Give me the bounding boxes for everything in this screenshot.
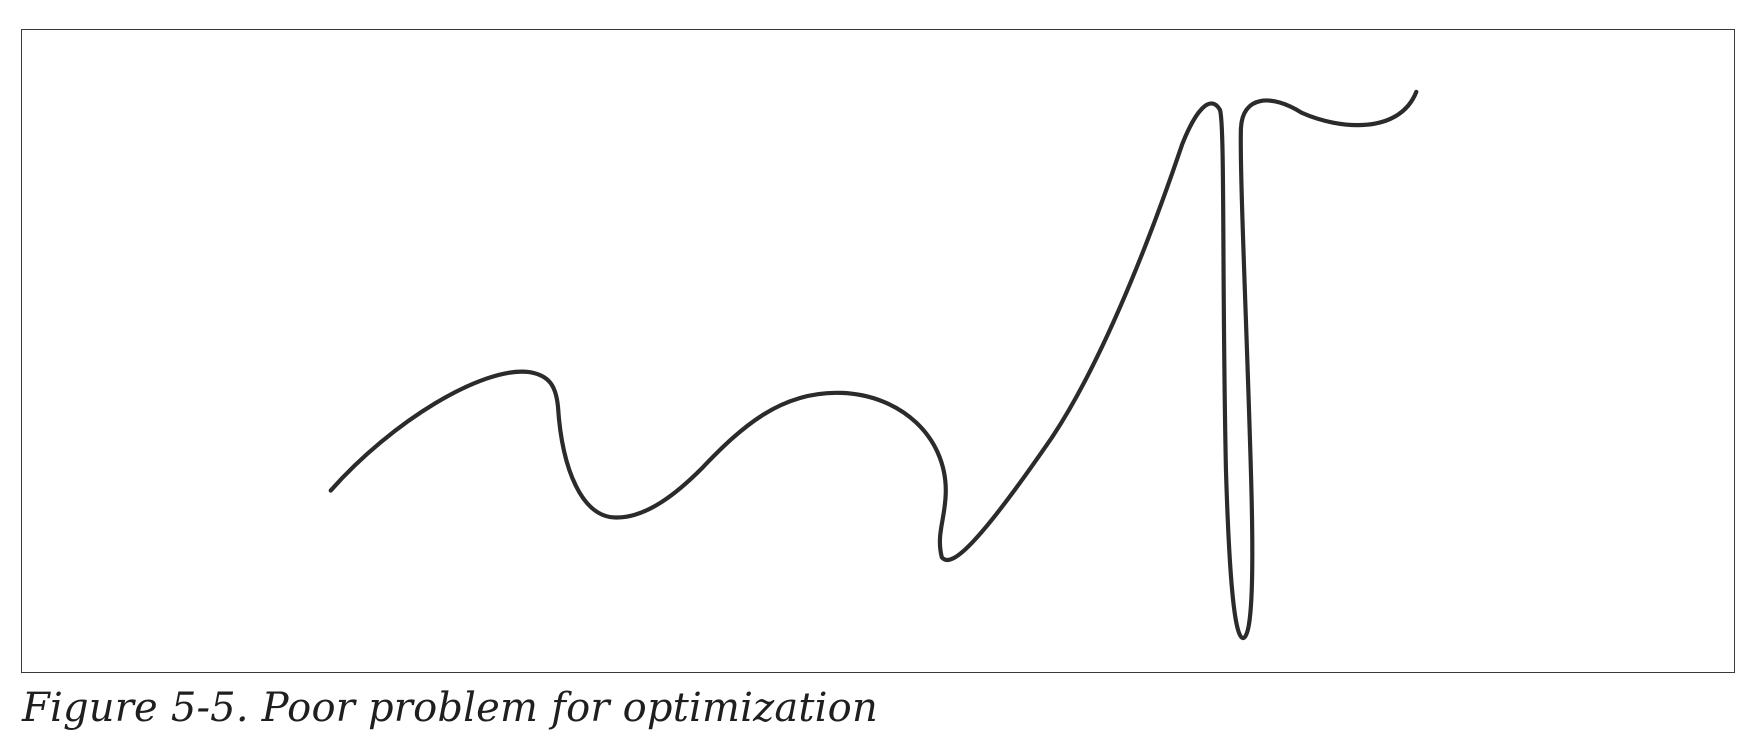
- figure-caption: Figure 5-5. Poor problem for optimizatio…: [22, 685, 878, 731]
- curve-plot: [328, 89, 1419, 641]
- objective-curve: [328, 89, 1419, 641]
- figure-frame: [21, 29, 1735, 673]
